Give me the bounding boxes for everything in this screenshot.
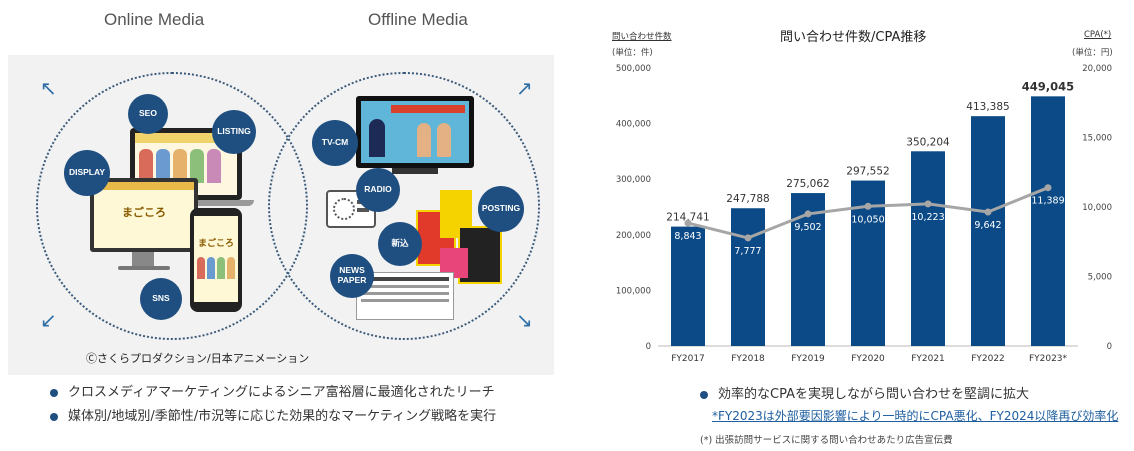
cpa-value-label: 8,843	[674, 231, 701, 242]
cpa-point	[864, 202, 872, 210]
cpa-value-label: 9,502	[794, 222, 821, 233]
newspaper-badge: NEWS PAPER	[330, 254, 374, 298]
cpa-point	[744, 234, 752, 242]
bar-FY2023*	[1031, 96, 1065, 346]
bar-value-label: 247,788	[726, 193, 769, 205]
x-tick-label: FY2020	[851, 354, 885, 364]
x-tick-label: FY2017	[671, 354, 705, 364]
x-tick-label: FY2023*	[1029, 354, 1068, 364]
cpa-footnote: (*) 出張訪問サービスに関する問い合わせあたり広告宣伝費	[700, 435, 953, 446]
left-tick-label: 500,000	[616, 64, 651, 74]
bar-FY2022	[971, 116, 1005, 346]
bar-value-label: 350,204	[906, 136, 950, 148]
right-tick-label: 10,000	[1082, 203, 1112, 213]
right-tick-label: 15,000	[1082, 134, 1112, 144]
bar-FY2017	[671, 226, 705, 346]
bullet-dot-icon	[50, 412, 58, 421]
left-tick-label: 100,000	[616, 286, 651, 296]
posting-badge: POSTING	[478, 186, 524, 232]
monitor-foot	[118, 266, 170, 270]
seo-badge: SEO	[128, 94, 168, 134]
insert-badge: 新込	[378, 222, 422, 266]
bullet-dot-icon	[50, 388, 58, 397]
left-tick-label: 400,000	[616, 120, 651, 130]
monitor-illustration: まごころ	[90, 178, 198, 252]
left-bullet-2: 媒体別/地域別/季節性/市況等に応じた効果的なマーケティング戦略を実行	[50, 405, 496, 424]
left-bullet-2-text: 媒体別/地域別/季節性/市況等に応じた効果的なマーケティング戦略を実行	[68, 409, 497, 424]
cpa-value-label: 7,777	[734, 246, 761, 257]
listing-badge: LISTING	[212, 110, 256, 154]
left-bullet-1-text: クロスメディアマーケティングによるシニア富裕層に最適化されたリーチ	[68, 385, 495, 400]
sns-badge: SNS	[140, 278, 182, 320]
tv-cm-badge: TV-CM	[312, 120, 358, 166]
right-bullet-text: 効率的なCPAを実現しながら問い合わせを堅調に拡大	[718, 387, 1029, 402]
bar-FY2021	[911, 151, 945, 346]
x-tick-label: FY2021	[911, 354, 945, 364]
cpa-value-label: 11,389	[1031, 196, 1064, 207]
left-tick-label: 200,000	[616, 231, 651, 241]
monitor-stand	[132, 252, 154, 266]
arrow-up-right-icon: ↗	[516, 76, 533, 100]
bar-value-label: 449,045	[1022, 79, 1074, 93]
fy2023-note: *FY2023は外部要因影響により一時的にCPA悪化、FY2024以降再び効率化	[712, 409, 1119, 423]
chart-title: 問い合わせ件数/CPA推移	[780, 30, 927, 45]
right-tick-label: 0	[1107, 342, 1112, 352]
arrow-down-right-icon: ↘	[516, 308, 533, 332]
cpa-value-label: 9,642	[974, 220, 1001, 231]
copyright-notice: Ⓒさくらプロダクション/日本アニメーション	[86, 352, 310, 365]
right-tick-label: 5,000	[1088, 273, 1112, 283]
cpa-point	[984, 208, 992, 216]
tv-illustration	[356, 96, 474, 168]
right-axis-unit: (単位：円)	[1072, 48, 1113, 58]
bar-value-label: 275,062	[786, 178, 829, 190]
left-axis-unit: (単位：件)	[612, 48, 653, 58]
cpa-point	[684, 219, 692, 227]
left-tick-label: 0	[646, 342, 651, 352]
radio-badge: RADIO	[356, 168, 400, 212]
right-axis-label: CPA(*)	[1084, 30, 1112, 40]
display-badge: DISPLAY	[64, 150, 110, 196]
x-tick-label: FY2022	[971, 354, 1005, 364]
phone-illustration: まごころ	[190, 208, 242, 312]
cpa-point	[804, 210, 812, 218]
cpa-value-label: 10,050	[851, 214, 884, 225]
bar-value-label: 214,741	[666, 212, 709, 224]
phone-brand-text: まごころ	[197, 239, 234, 249]
tv-stand	[392, 168, 438, 174]
bar-FY2018	[731, 208, 765, 346]
offline-circle	[268, 72, 540, 340]
arrow-up-left-icon: ↖	[40, 76, 57, 100]
right-bullet: 効率的なCPAを実現しながら問い合わせを堅調に拡大	[700, 383, 1029, 402]
left-bullet-1: クロスメディアマーケティングによるシニア富裕層に最適化されたリーチ	[50, 381, 495, 400]
online-media-title: Online Media	[104, 10, 205, 29]
left-tick-label: 300,000	[616, 175, 651, 185]
monitor-brand-text: まごころ	[122, 206, 166, 219]
bullet-dot-icon	[700, 390, 708, 399]
left-axis-label: 問い合わせ件数	[612, 32, 672, 42]
right-tick-label: 20,000	[1082, 64, 1112, 74]
offline-media-title: Offline Media	[368, 10, 468, 29]
x-tick-label: FY2019	[791, 354, 825, 364]
bar-value-label: 297,552	[846, 166, 889, 178]
arrow-down-left-icon: ↙	[40, 308, 57, 332]
bar-value-label: 413,385	[966, 101, 1009, 113]
x-tick-label: FY2018	[731, 354, 765, 364]
cpa-value-label: 10,223	[911, 212, 944, 223]
cpa-point	[1044, 184, 1052, 192]
cpa-point	[924, 200, 932, 208]
